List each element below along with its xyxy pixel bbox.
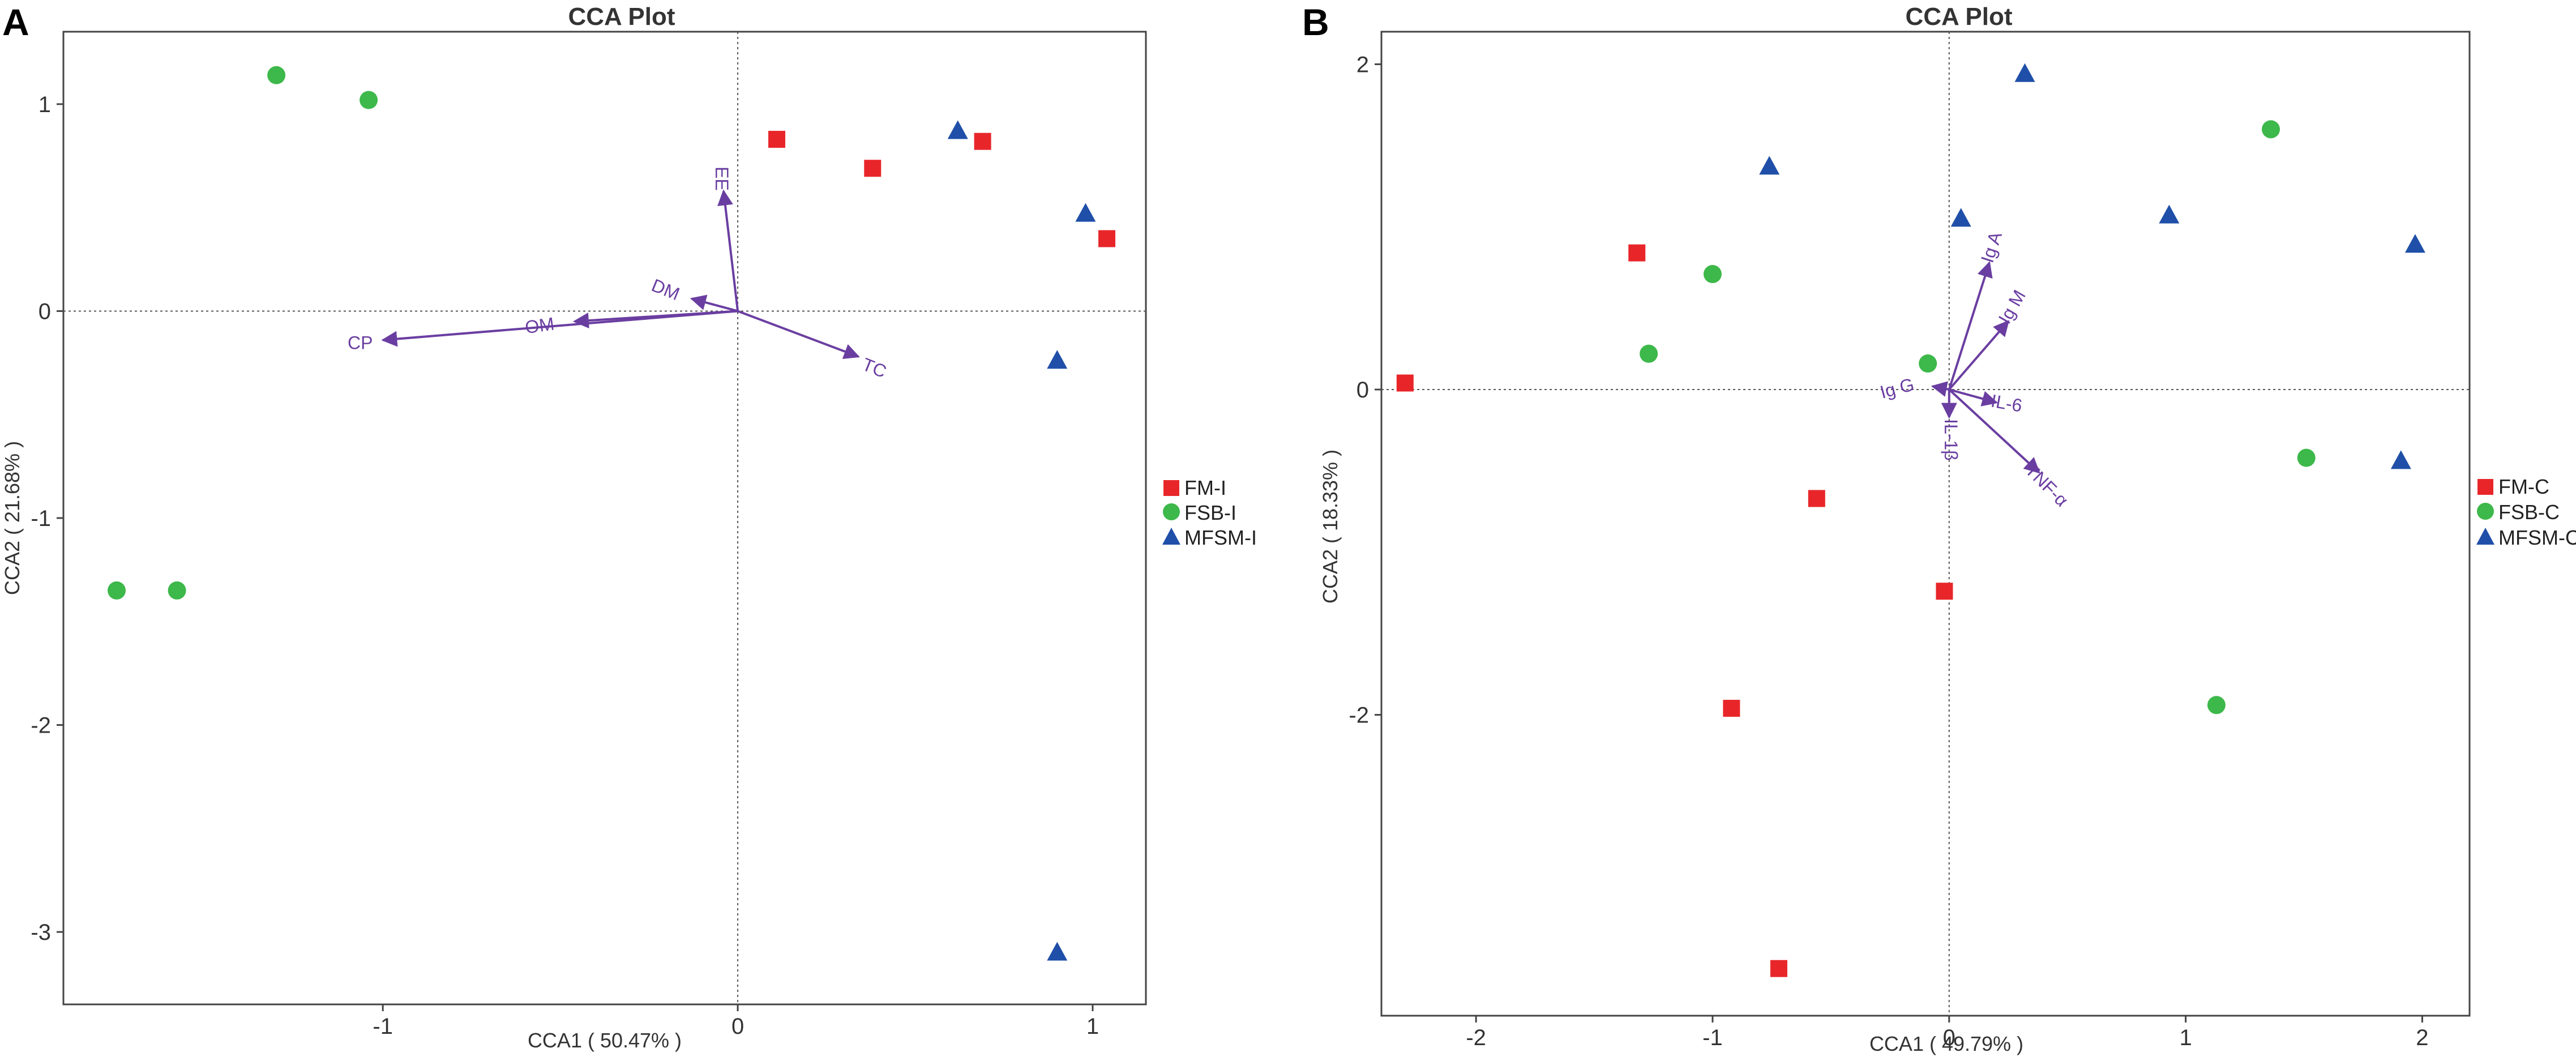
panel-a-vector-label-dm: DM (649, 275, 683, 304)
panel-b-point-mfsm-c (1759, 156, 1780, 175)
panel-b-vector-label-tnf: TNF-α (2021, 460, 2072, 511)
legend-label-fm-c: FM-C (2498, 475, 2549, 498)
panel-b-point-fm-c (1770, 960, 1787, 977)
panel-a-vector-cp (381, 310, 738, 347)
panel-a-x-tick-label: -1 (373, 1014, 393, 1039)
panel-b-point-mfsm-c (2390, 450, 2411, 469)
panel-a-point-fm-i (864, 160, 882, 177)
legend-label-fsb-i: FSB-I (1184, 501, 1236, 524)
panel-a-point-mfsm-i (1047, 942, 1068, 961)
legend-marker-mfsm-c (2476, 528, 2494, 545)
panel-a-vector-dm (690, 294, 738, 313)
panel-b-legend: FM-C FSB-C MFSM-C (2476, 475, 2576, 549)
panel-a-point-mfsm-i (947, 120, 968, 139)
legend-label-fm-i: FM-I (1184, 476, 1226, 499)
panel-b-y-tick-label: -2 (1349, 703, 1369, 728)
panel-a-point-fm-i (974, 132, 991, 150)
panel-a-x-tick-label: 0 (731, 1014, 744, 1039)
panel-a-y-tick-label: 0 (38, 299, 51, 324)
panel-b-vector-label-ig-a: Ig A (1977, 229, 2006, 265)
legend-label-mfsm-c: MFSM-C (2498, 526, 2576, 549)
panel-b-x-tick-label: 1 (2179, 1025, 2192, 1050)
legend-marker-mfsm-i (1162, 528, 1180, 545)
panel-a-vector-ee (717, 189, 739, 311)
panel-b-x-tick-label: 0 (1943, 1025, 1955, 1050)
panel-b-point-fsb-c (1640, 344, 1658, 363)
panel-b-point-fsb-c (2297, 448, 2316, 467)
panel-b-point-fsb-c (1703, 265, 1722, 284)
panel-a-point-fsb-i (108, 581, 126, 600)
legend-marker-fm-i (1163, 480, 1179, 496)
panel-b-point-fm-c (1628, 244, 1646, 262)
panel-a-point-fsb-i (360, 91, 378, 109)
panel-b-vector-ig-g (1931, 381, 1950, 397)
panel-a-y-tick-label: -1 (31, 506, 51, 531)
legend-marker-fm-c (2477, 479, 2493, 495)
panel-b-x-tick-label: -1 (1702, 1025, 1723, 1050)
panel-a-x-tick-label: 1 (1086, 1014, 1099, 1039)
panel-a-y-tick-label: -3 (31, 920, 51, 945)
panel-a-y-axis-label: CCA2 ( 21.68% ) (1, 441, 24, 595)
panel-b-vector-il-6 (1949, 388, 1999, 407)
panel-b-y-tick-label: 0 (1357, 378, 1369, 403)
panel-a-vector-label-cp: CP (348, 333, 373, 353)
panel-b-x-tick-label: -2 (1466, 1025, 1486, 1050)
panel-b-y-axis-label: CCA2 ( 18.33% ) (1319, 450, 1342, 604)
panel-b-point-fm-c (1723, 700, 1740, 717)
panel-a-point-fm-i (1098, 230, 1116, 247)
panel-a-x-axis-label: CCA1 ( 50.47% ) (528, 1029, 682, 1052)
panel-b-vector-tnf (1948, 388, 2040, 474)
panel-a: A CCA Plot CCA1 ( 50.47% ) CCA2 ( 21.68%… (1, 1, 1257, 1052)
panel-b-point-fm-c (1808, 490, 1825, 507)
legend-marker-fsb-c (2477, 503, 2494, 520)
legend-label-mfsm-i: MFSM-I (1184, 526, 1257, 549)
panel-b: B CCA Plot CCA1 ( 49.79% ) CCA2 ( 18.33%… (1302, 1, 2576, 1055)
panel-b-vector-label-ig-g: Ig G (1878, 374, 1916, 402)
panel-a-point-mfsm-i (1047, 350, 1068, 369)
legend-label-fsb-c: FSB-C (2498, 500, 2560, 524)
panel-a-point-fsb-i (267, 66, 286, 84)
panel-b-plot-layer: -2 -1 0 1 2 -2 0 2 Ig A Ig M Ig G IL-6 IL-1β TNF-α (1349, 32, 2470, 1050)
panel-a-point-mfsm-i (1075, 203, 1096, 222)
panel-a-point-fm-i (768, 131, 786, 148)
panel-b-point-fsb-c (2207, 696, 2226, 715)
panel-a-vector-tc (737, 310, 860, 360)
panel-b-point-mfsm-c (1950, 208, 1971, 227)
panel-a-vector-label-tc: TC (859, 354, 889, 382)
panel-a-vector-label-ee: EE (712, 166, 732, 191)
panel-b-point-fsb-c (1919, 354, 1937, 373)
panel-b-point-mfsm-c (2159, 204, 2180, 224)
panel-b-x-tick-label: 2 (2416, 1025, 2428, 1050)
panel-b-vector-label-il-6: IL-6 (1989, 391, 2024, 416)
panel-b-point-fsb-c (2262, 120, 2280, 139)
panel-b-vector-label-il-1: IL-1β (1941, 419, 1961, 461)
panel-a-frame (62, 31, 1147, 1006)
panel-a-legend: FM-I FSB-I MFSM-I (1162, 476, 1257, 549)
panel-a-y-tick-label: 1 (38, 92, 51, 117)
panel-b-letter: B (1302, 1, 1329, 43)
panel-a-y-tick-label: -2 (31, 713, 51, 738)
panel-b-title: CCA Plot (1905, 3, 2012, 31)
panel-b-point-mfsm-c (2404, 234, 2425, 253)
panel-a-letter: A (2, 1, 29, 43)
panel-b-vector-ig-a (1948, 261, 1993, 390)
legend-marker-fsb-i (1163, 503, 1180, 520)
panel-b-vector-label-ig-m: Ig M (1995, 286, 2030, 327)
panel-b-point-mfsm-c (2014, 63, 2035, 82)
panel-a-point-fsb-i (168, 581, 186, 600)
panel-b-x-axis-label: CCA1 ( 49.79% ) (1869, 1032, 2023, 1055)
panel-a-title: CCA Plot (568, 3, 675, 31)
panel-b-vector-ig-m (1948, 320, 2010, 391)
panel-b-y-tick-label: 2 (1357, 52, 1369, 77)
panel-b-point-fm-c (1936, 583, 1953, 600)
panel-b-frame (1380, 31, 2471, 1017)
panel-b-point-fm-c (1396, 374, 1414, 392)
